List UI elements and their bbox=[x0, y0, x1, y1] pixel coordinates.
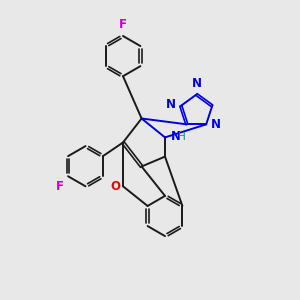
Text: O: O bbox=[110, 180, 120, 194]
Text: N: N bbox=[211, 118, 221, 131]
Text: F: F bbox=[56, 180, 64, 193]
Text: N: N bbox=[192, 77, 202, 90]
Text: F: F bbox=[119, 18, 127, 31]
Text: H: H bbox=[178, 132, 185, 142]
Text: N: N bbox=[170, 130, 180, 143]
Text: N: N bbox=[166, 98, 176, 111]
